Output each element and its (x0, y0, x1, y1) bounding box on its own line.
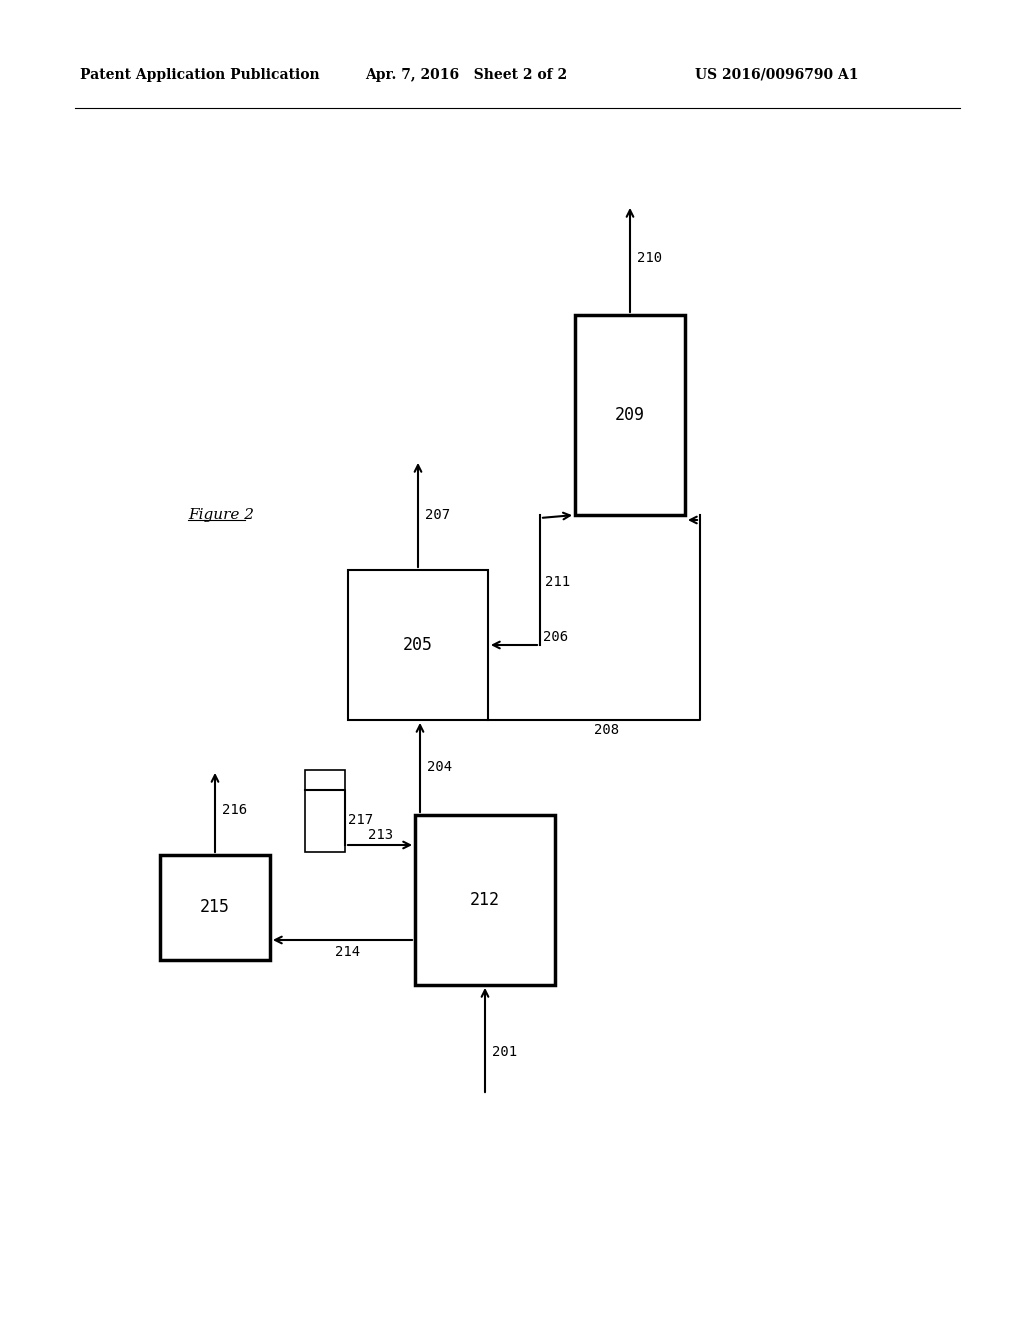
Bar (415, 814, 555, 985)
Text: 209: 209 (615, 407, 645, 424)
Text: 213: 213 (368, 828, 393, 842)
Text: 204: 204 (427, 760, 453, 774)
Text: 211: 211 (545, 576, 570, 589)
Text: 216: 216 (222, 803, 247, 817)
Bar (575, 315, 685, 515)
Text: 217: 217 (348, 813, 373, 828)
Text: 207: 207 (425, 508, 451, 521)
Text: 205: 205 (403, 636, 433, 653)
Text: 201: 201 (492, 1045, 517, 1059)
Bar (305, 770, 345, 851)
Text: 206: 206 (543, 630, 568, 644)
Text: US 2016/0096790 A1: US 2016/0096790 A1 (695, 69, 858, 82)
Text: 214: 214 (335, 945, 360, 960)
Bar (160, 855, 270, 960)
Text: Apr. 7, 2016   Sheet 2 of 2: Apr. 7, 2016 Sheet 2 of 2 (365, 69, 567, 82)
Text: 215: 215 (200, 899, 230, 916)
Text: 208: 208 (594, 723, 620, 737)
Text: Figure 2: Figure 2 (188, 508, 254, 521)
Text: 210: 210 (637, 251, 663, 265)
Text: Patent Application Publication: Patent Application Publication (80, 69, 319, 82)
Text: 212: 212 (470, 891, 500, 909)
Bar (348, 570, 488, 719)
